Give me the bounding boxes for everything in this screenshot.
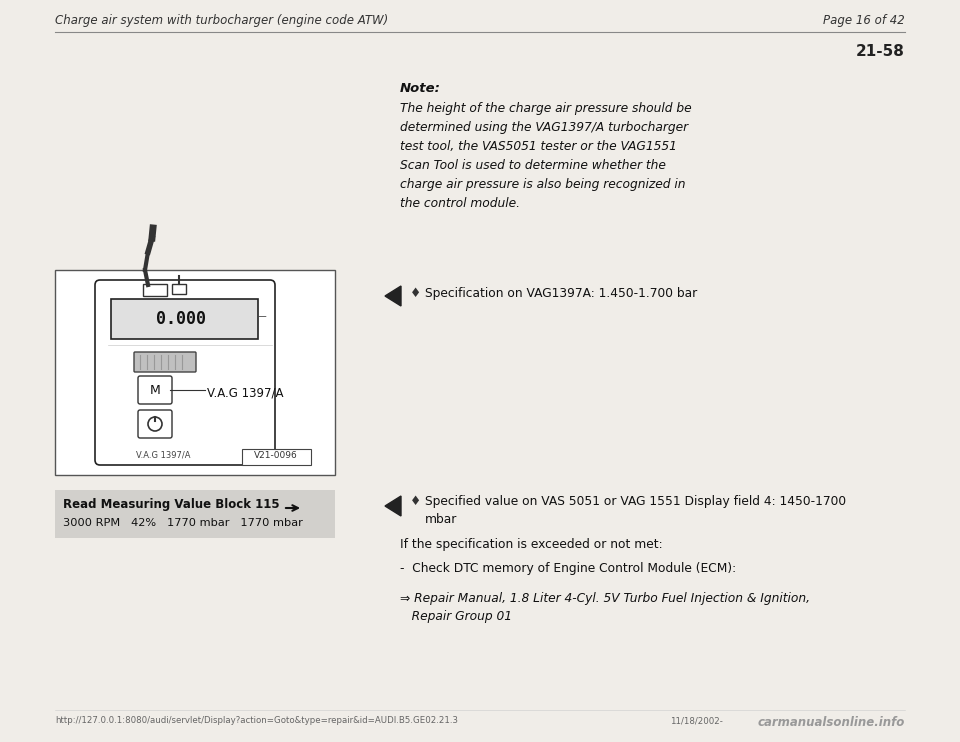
FancyBboxPatch shape <box>143 284 167 296</box>
Text: —: — <box>257 311 267 321</box>
Text: Charge air system with turbocharger (engine code ATW): Charge air system with turbocharger (eng… <box>55 14 388 27</box>
Text: ♦: ♦ <box>410 495 421 508</box>
Text: carmanualsonline.info: carmanualsonline.info <box>757 716 905 729</box>
FancyBboxPatch shape <box>138 376 172 404</box>
Text: 11/18/2002-: 11/18/2002- <box>670 716 723 725</box>
Text: If the specification is exceeded or not met:: If the specification is exceeded or not … <box>400 538 662 551</box>
Text: M: M <box>150 384 160 396</box>
FancyBboxPatch shape <box>134 352 196 372</box>
FancyBboxPatch shape <box>172 284 186 294</box>
FancyBboxPatch shape <box>242 448 310 464</box>
Text: http://127.0.0.1:8080/audi/servlet/Display?action=Goto&type=repair&id=AUDI.B5.GE: http://127.0.0.1:8080/audi/servlet/Displ… <box>55 716 458 725</box>
Text: V.A.G 1397/A: V.A.G 1397/A <box>207 387 283 400</box>
Text: The height of the charge air pressure should be
determined using the VAG1397/A t: The height of the charge air pressure sh… <box>400 102 691 210</box>
FancyBboxPatch shape <box>111 299 258 339</box>
FancyBboxPatch shape <box>95 280 275 465</box>
Text: Page 16 of 42: Page 16 of 42 <box>824 14 905 27</box>
Text: -  Check DTC memory of Engine Control Module (ECM):: - Check DTC memory of Engine Control Mod… <box>400 562 736 575</box>
Text: Specification on VAG1397A: 1.450-1.700 bar: Specification on VAG1397A: 1.450-1.700 b… <box>425 287 697 300</box>
Text: ⇒ Repair Manual, 1.8 Liter 4-Cyl. 5V Turbo Fuel Injection & Ignition,
   Repair : ⇒ Repair Manual, 1.8 Liter 4-Cyl. 5V Tur… <box>400 592 810 623</box>
Text: 0.000: 0.000 <box>156 310 206 328</box>
Text: Read Measuring Value Block 115: Read Measuring Value Block 115 <box>63 498 279 511</box>
Text: Specified value on VAS 5051 or VAG 1551 Display field 4: 1450-1700
mbar: Specified value on VAS 5051 or VAG 1551 … <box>425 495 846 526</box>
Text: 3000 RPM   42%   1770 mbar   1770 mbar: 3000 RPM 42% 1770 mbar 1770 mbar <box>63 518 302 528</box>
Polygon shape <box>385 286 401 306</box>
Text: V.A.G 1397/A: V.A.G 1397/A <box>136 451 190 460</box>
FancyBboxPatch shape <box>55 270 335 475</box>
FancyBboxPatch shape <box>55 490 335 538</box>
Text: ♦: ♦ <box>410 287 421 300</box>
Text: 21-58: 21-58 <box>856 44 905 59</box>
Text: V21-0096: V21-0096 <box>254 451 298 461</box>
Text: Note:: Note: <box>400 82 441 95</box>
Polygon shape <box>385 496 401 516</box>
FancyBboxPatch shape <box>138 410 172 438</box>
